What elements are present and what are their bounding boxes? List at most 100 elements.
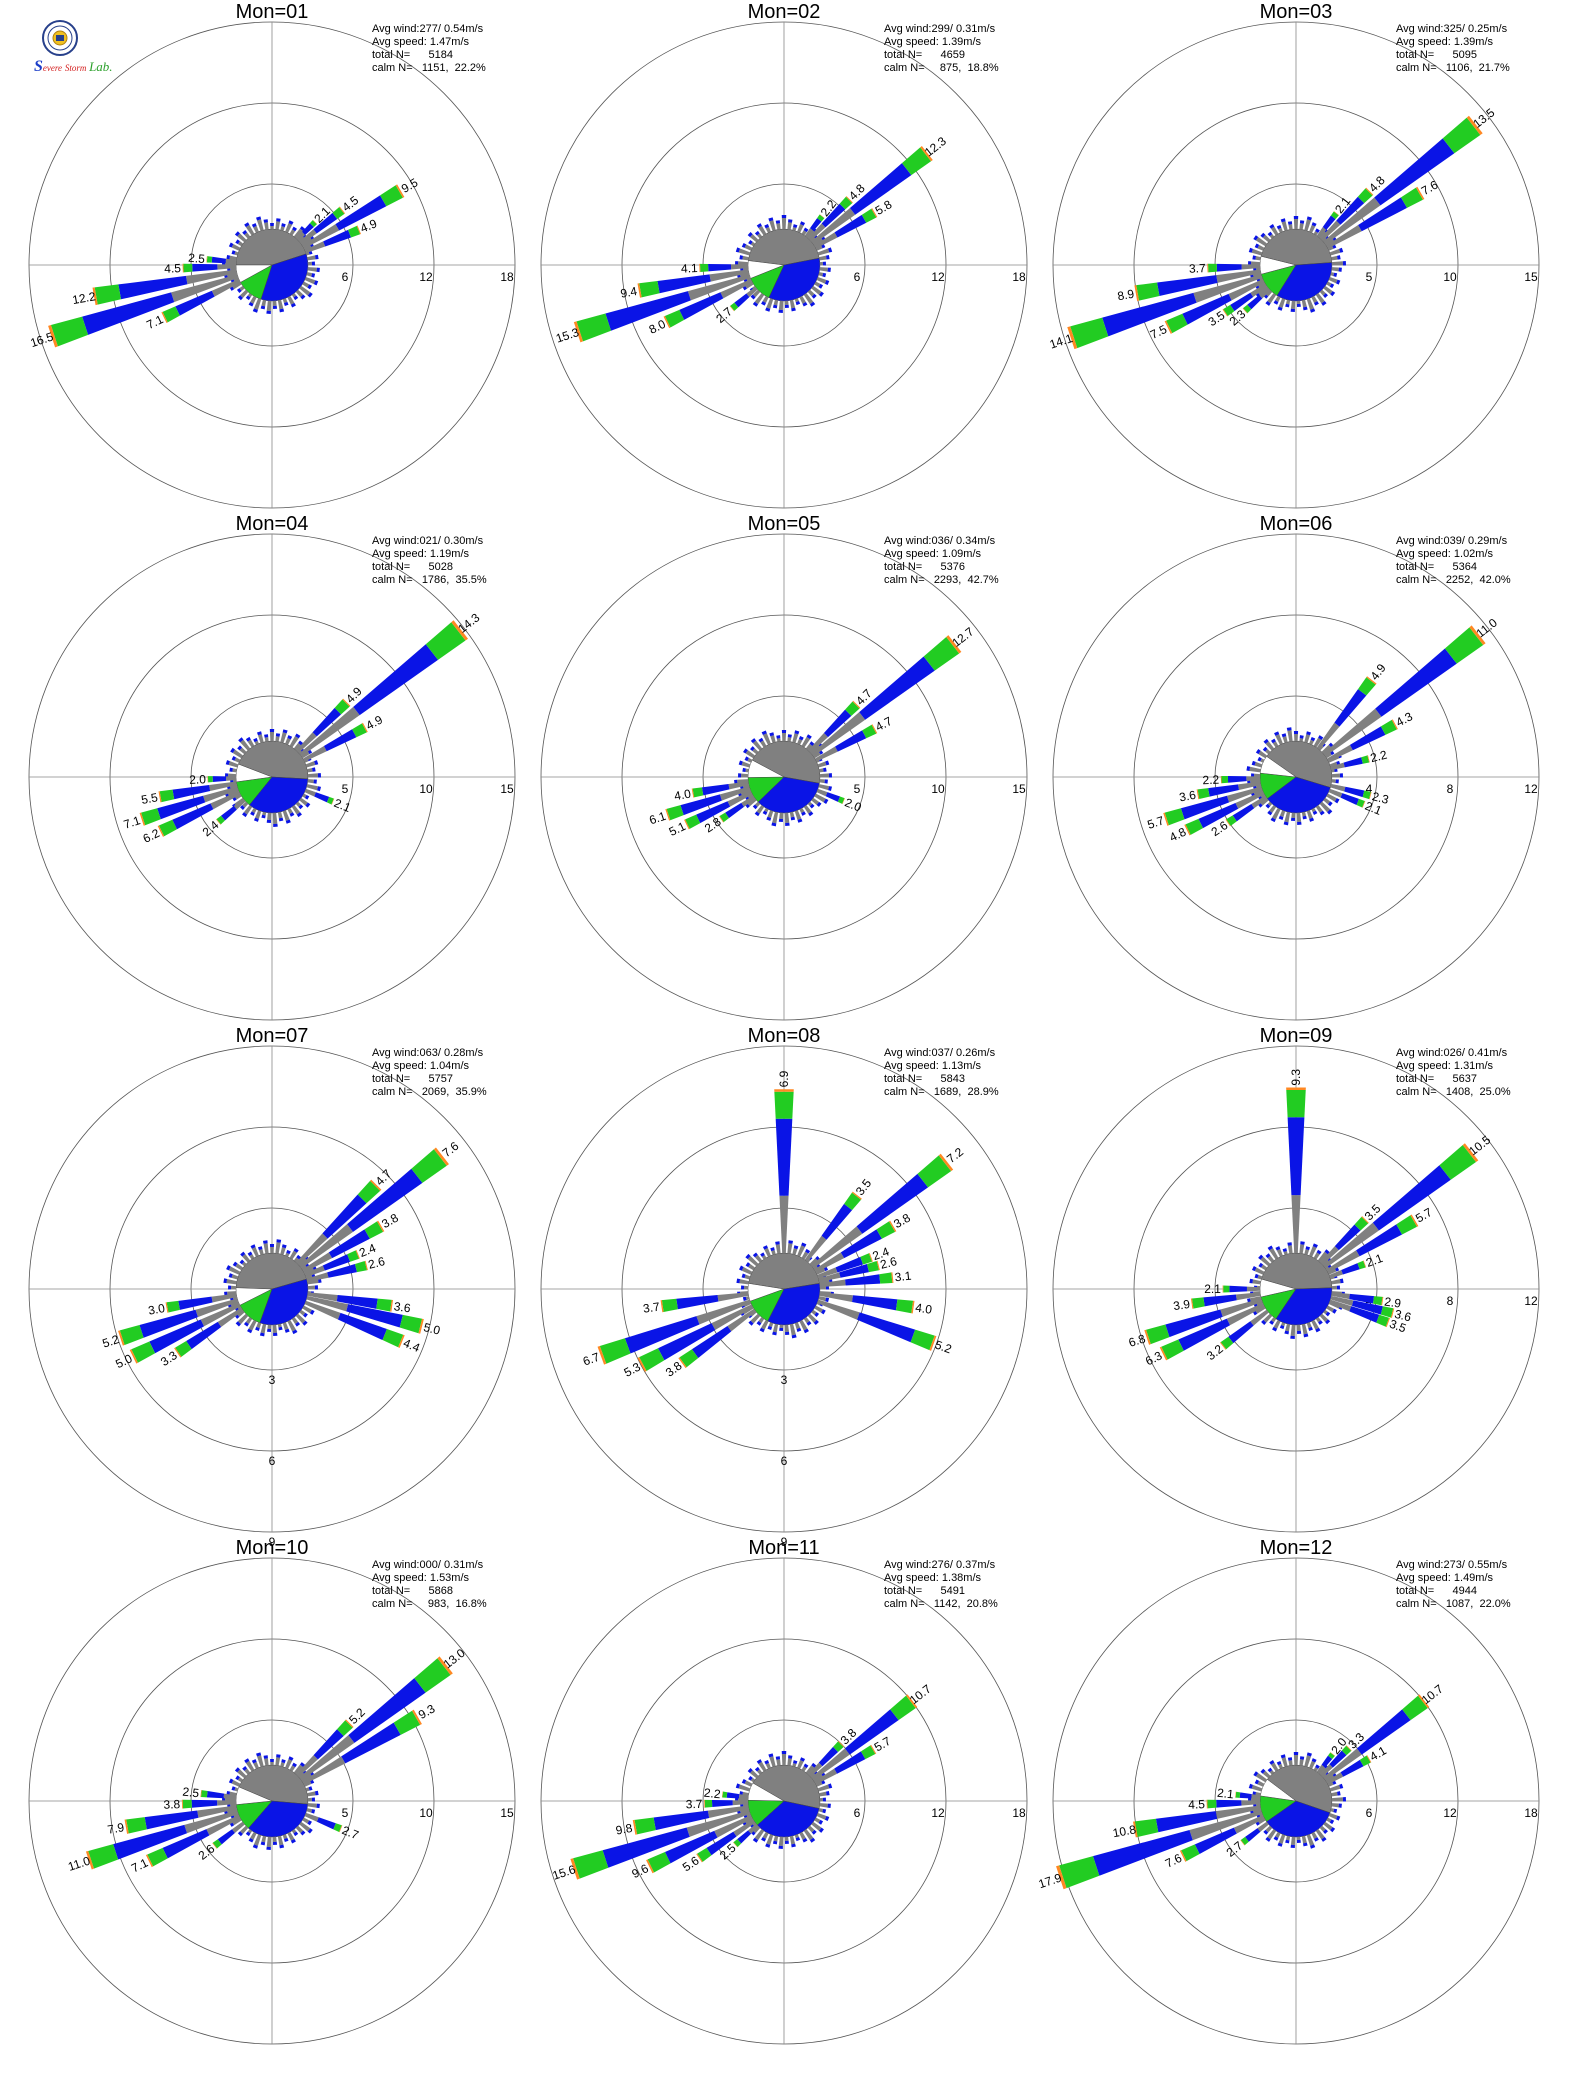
minor-petal-tip <box>1318 735 1324 740</box>
minor-petal-tip <box>259 1332 265 1337</box>
petal-value-label: 5.7 <box>1146 813 1167 832</box>
petal-segment-low <box>811 1226 863 1269</box>
minor-petal <box>1257 1817 1266 1825</box>
minor-petal <box>1272 741 1279 748</box>
minor-petal-tip <box>269 1244 275 1248</box>
minor-petal-tip <box>791 1843 796 1848</box>
petal-value-label: 4.0 <box>914 1301 933 1317</box>
minor-petal <box>1267 1829 1277 1840</box>
minor-petal-tip <box>1315 228 1320 233</box>
minor-petal <box>1278 1834 1286 1844</box>
petal-segment-mid <box>1375 648 1457 717</box>
minor-petal-tip <box>1267 810 1273 816</box>
minor-petal <box>1252 1279 1261 1285</box>
minor-petal-tip <box>270 1759 274 1763</box>
minor-petal <box>1265 1825 1273 1833</box>
minor-petal <box>236 1309 245 1317</box>
minor-petal <box>253 298 262 310</box>
minor-petal <box>744 1780 753 1787</box>
avg-wind-text: Avg wind:036/ 0.34m/s <box>884 535 996 547</box>
minor-petal <box>306 1808 313 1813</box>
minor-petal-tip <box>237 1831 243 1837</box>
minor-petal-tip <box>813 1319 819 1326</box>
minor-petal-tip <box>797 818 803 823</box>
minor-petal-tip <box>788 1755 793 1759</box>
minor-petal <box>244 232 251 239</box>
petal-segment-mid <box>1198 802 1239 829</box>
minor-petal <box>1299 223 1304 230</box>
petal-segment-mid <box>192 263 218 272</box>
minor-petal <box>1260 1256 1271 1267</box>
minor-petal-tip <box>237 745 243 751</box>
ring-tick-label: 10 <box>1443 270 1457 284</box>
minor-petal <box>740 788 752 797</box>
petal-segment-mid <box>1180 795 1230 820</box>
petal-segment-high <box>1191 1297 1205 1309</box>
avg-speed-text: Avg speed: 1.02m/s <box>1396 548 1494 560</box>
total-n-text: total N= 5028 <box>372 561 453 573</box>
petal-segment-low <box>808 1762 823 1777</box>
minor-petal <box>249 1254 255 1260</box>
petal-segment-mid <box>139 1309 198 1338</box>
minor-petal-tip <box>1312 810 1318 815</box>
petal-segment-low <box>171 274 239 303</box>
petal-value-label: 2.7 <box>340 1823 361 1842</box>
minor-petal-tip <box>1293 731 1299 735</box>
calm-n-text: calm N= 2293, 42.7% <box>884 574 999 586</box>
petal-segment-high <box>1341 1745 1352 1756</box>
petal-segment-mid <box>711 1799 733 1808</box>
petal-segment-top <box>733 1842 738 1848</box>
petal-segment-mid <box>1245 1828 1261 1842</box>
minor-petal <box>257 219 264 231</box>
petal-value-label: 2.9 <box>1383 1295 1402 1311</box>
petal-segment-high <box>94 284 122 305</box>
minor-petal <box>253 225 259 233</box>
minor-petal-tip <box>1318 1320 1323 1325</box>
minor-petal <box>807 801 813 807</box>
minor-petal <box>285 223 293 233</box>
total-n-text: total N= 4944 <box>1396 1585 1477 1597</box>
petal-segment-top <box>161 311 168 323</box>
minor-petal <box>809 1258 819 1267</box>
minor-petal-tip <box>775 1756 781 1760</box>
petal-value-label: 2.1 <box>1363 799 1384 818</box>
minor-petal-tip <box>303 1312 308 1318</box>
minor-petal-tip <box>252 308 258 313</box>
minor-petal <box>819 267 828 272</box>
minor-petal <box>811 1821 822 1831</box>
minor-petal-tip <box>281 223 286 228</box>
petal-value-label: 2.0 <box>843 795 864 814</box>
petal-segment-high <box>879 1272 893 1284</box>
minor-petal <box>1309 224 1316 233</box>
minor-petal <box>792 1248 798 1255</box>
petal-segment-low <box>727 1308 756 1332</box>
minor-petal <box>289 1250 297 1260</box>
chart-title: Mon=11 <box>748 1537 819 1559</box>
minor-petal <box>1327 245 1334 251</box>
ring-tick-label: 5 <box>854 782 861 796</box>
petal-segment-mid <box>605 291 691 331</box>
petal-segment-mid <box>186 1321 222 1350</box>
petal-value-label: 5.2 <box>101 1332 122 1351</box>
minor-petal-tip <box>275 733 281 737</box>
minor-petal-tip <box>313 779 317 784</box>
petal-segment-low <box>1323 1222 1379 1269</box>
minor-petal-tip <box>1253 235 1259 241</box>
minor-petal-tip <box>1258 1254 1264 1260</box>
minor-petal <box>1285 1835 1291 1841</box>
minor-petal-tip <box>748 1320 754 1326</box>
minor-petal-tip <box>1321 300 1327 306</box>
minor-petal <box>1326 793 1337 802</box>
minor-petal <box>1257 1274 1263 1280</box>
minor-petal <box>1255 1772 1268 1783</box>
minor-petal-tip <box>251 1759 257 1764</box>
minor-petal-tip <box>1290 817 1295 821</box>
minor-petal-tip <box>1287 1757 1293 1761</box>
petal-segment-top <box>1390 1308 1395 1318</box>
petal-segment-low <box>804 228 814 238</box>
minor-petal <box>1293 219 1299 230</box>
minor-petal <box>745 750 756 759</box>
